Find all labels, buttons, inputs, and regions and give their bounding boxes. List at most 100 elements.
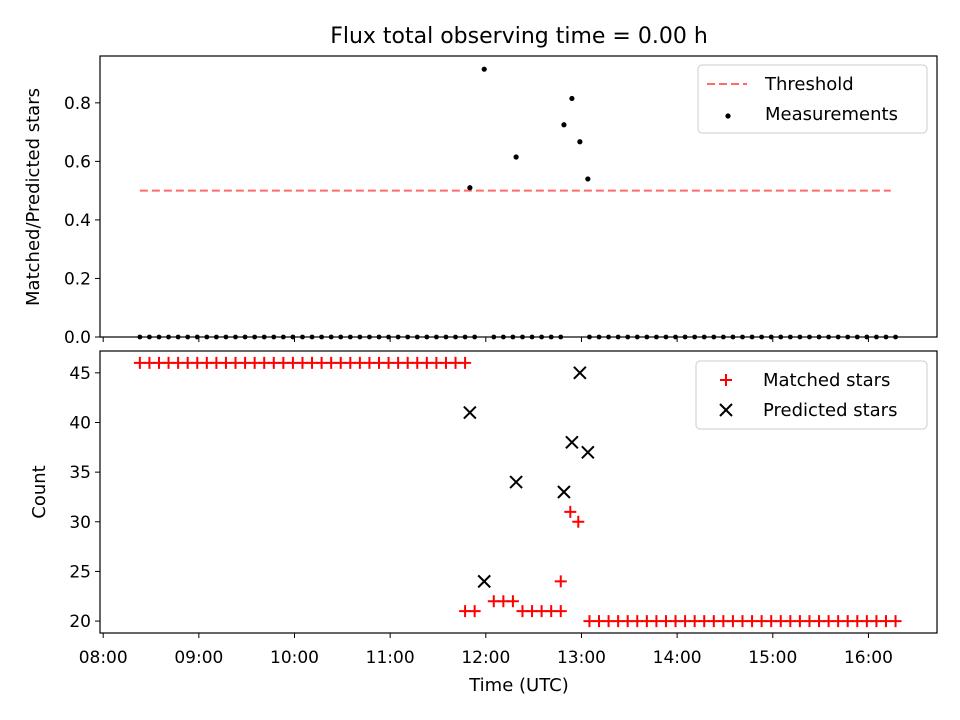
measurement-point xyxy=(405,334,411,340)
predicted-star-marker xyxy=(581,445,595,459)
top-y-tick-label: 0.6 xyxy=(64,152,91,172)
measurement-point xyxy=(539,334,545,340)
top-y-axis-label: Matched/Predicted stars xyxy=(23,88,44,306)
measurement-point xyxy=(883,334,889,340)
matched-star-marker xyxy=(554,575,567,588)
measurement-point xyxy=(587,334,592,340)
top-y-tick-label: 0.8 xyxy=(64,94,91,114)
measurement-point xyxy=(156,334,162,340)
bottom-y-tick-label: 35 xyxy=(69,463,91,483)
legend-threshold-label: Threshold xyxy=(764,74,854,95)
measurement-point xyxy=(615,334,621,340)
measurement-point xyxy=(807,334,812,340)
measurement-point xyxy=(300,334,305,340)
measurement-point xyxy=(166,334,171,340)
measurement-point xyxy=(711,334,717,340)
predicted-stars-layer xyxy=(463,366,595,589)
measurement-point xyxy=(185,334,191,340)
measurement-point xyxy=(433,334,439,340)
measurement-point xyxy=(481,66,487,72)
measurement-point xyxy=(749,334,755,340)
measurement-point xyxy=(261,334,267,340)
x-tick-label: 16:00 xyxy=(844,648,893,668)
measurement-points-layer xyxy=(137,66,898,340)
bottom-x-ticks: 08:00 09:00 10:00 11:00 12:00 13:00 14:00 15:00… xyxy=(79,633,893,668)
predicted-star-marker xyxy=(509,475,523,489)
legend-matched-label: Matched stars xyxy=(763,370,890,391)
bottom-y-ticks: 20 25 30 35 40 45 xyxy=(69,364,100,632)
measurement-point xyxy=(529,334,535,340)
legend-measurements-swatch xyxy=(725,113,731,119)
bottom-y-tick-label: 25 xyxy=(69,562,91,582)
measurement-point xyxy=(309,334,315,340)
measurement-point xyxy=(271,334,277,340)
measurement-point xyxy=(147,334,152,340)
measurement-point xyxy=(787,334,793,340)
measurement-point xyxy=(730,334,736,340)
x-tick-label: 09:00 xyxy=(174,648,223,668)
measurement-point xyxy=(357,334,363,340)
bottom-legend: Matched stars Predicted stars xyxy=(695,360,928,430)
legend-measurements-label: Measurements xyxy=(765,104,898,125)
x-tick-label: 11:00 xyxy=(366,648,415,668)
chart-title: Flux total observing time = 0.00 h xyxy=(330,24,708,49)
predicted-star-marker xyxy=(463,405,477,420)
bottom-y-tick-label: 20 xyxy=(69,612,91,632)
measurement-point xyxy=(548,334,554,340)
measurement-point xyxy=(701,334,707,340)
measurement-point xyxy=(682,334,688,340)
matched-star-marker xyxy=(468,605,481,618)
measurement-point xyxy=(414,334,420,340)
measurement-point xyxy=(500,334,506,340)
measurement-point xyxy=(663,334,669,340)
measurement-point xyxy=(472,334,478,340)
measurement-point xyxy=(338,334,344,340)
top-x-ticks xyxy=(102,337,869,342)
measurement-point xyxy=(242,334,248,340)
x-tick-label: 12:00 xyxy=(461,648,510,668)
measurement-point xyxy=(893,334,898,340)
matched-star-marker xyxy=(889,615,902,628)
measurement-point xyxy=(453,334,458,340)
top-y-tick-label: 0.4 xyxy=(64,211,91,231)
measurement-point xyxy=(395,334,401,340)
measurement-point xyxy=(491,334,497,340)
measurement-point xyxy=(347,334,353,340)
measurement-point xyxy=(797,334,803,340)
measurement-point xyxy=(720,334,726,340)
measurement-point xyxy=(513,154,519,160)
top-y-ticks: 0.0 0.2 0.4 0.6 0.8 xyxy=(64,94,100,348)
measurement-point xyxy=(596,334,602,340)
measurement-point xyxy=(569,95,575,102)
top-y-tick-label: 0.0 xyxy=(64,328,91,348)
measurement-point xyxy=(204,334,210,340)
bottom-y-tick-label: 45 xyxy=(69,364,91,384)
measurement-point xyxy=(467,185,473,191)
bottom-legend-box xyxy=(695,360,928,430)
matched-stars-layer xyxy=(133,356,902,628)
predicted-star-marker xyxy=(573,366,587,380)
measurement-point xyxy=(816,334,822,340)
x-axis-label: Time (UTC) xyxy=(468,675,569,696)
measurement-point xyxy=(634,334,640,340)
matched-star-marker xyxy=(572,515,585,528)
measurement-point xyxy=(606,334,611,340)
legend-predicted-swatch xyxy=(719,403,733,417)
measurement-point xyxy=(376,334,382,340)
flux-ratio-panel: Matched/Predicted stars 0.00.20.40.60.8 … xyxy=(23,55,938,348)
measurement-point xyxy=(854,334,860,340)
measurement-point xyxy=(577,139,583,145)
measurement-point xyxy=(759,334,765,340)
measurement-point xyxy=(233,334,238,340)
measurement-point xyxy=(367,334,372,340)
measurement-point xyxy=(175,334,181,340)
measurement-point xyxy=(625,334,631,340)
measurement-point xyxy=(826,334,831,340)
measurement-point xyxy=(740,334,745,340)
star-count-panel: Count Time (UTC) 20 25 30 35 40 45 08:00 09:00… xyxy=(29,350,938,696)
predicted-star-marker xyxy=(565,435,579,450)
top-y-tick-label: 0.2 xyxy=(64,269,91,289)
measurement-point xyxy=(462,334,468,340)
legend-predicted-label: Predicted stars xyxy=(763,400,897,421)
